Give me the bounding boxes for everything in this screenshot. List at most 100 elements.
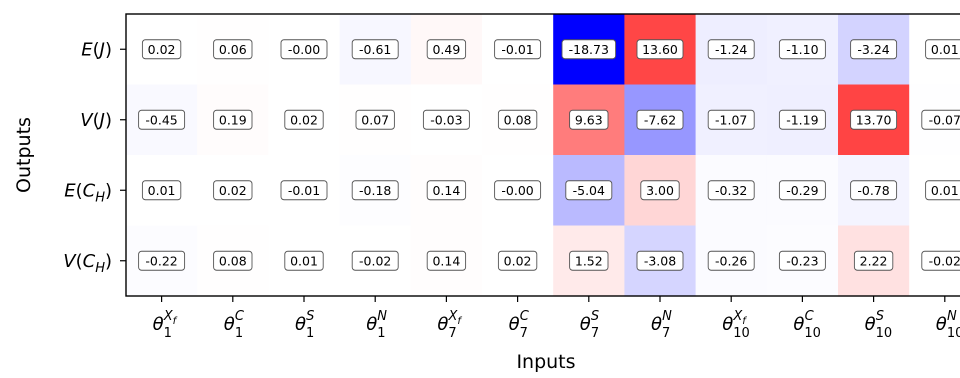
cell-label-box	[707, 180, 755, 201]
x-tick-label: θ1C	[224, 309, 245, 341]
axes: θ1Xf θ1C θ1S θ1N θ7Xf θ7C θ7S θ7N θ10Xf θ10C θ10S θ…	[63, 13, 960, 341]
cell-label-box	[778, 109, 826, 130]
cell-value-label: -0.01	[288, 183, 320, 198]
cell-label-box	[355, 109, 395, 130]
cell-label-box	[494, 180, 542, 201]
x-tick-label: θ7S	[580, 309, 599, 341]
cell-label-box	[213, 180, 253, 201]
cell-value-label: 0.08	[219, 253, 247, 268]
cell-label-box	[850, 39, 898, 60]
x-tick-label: θ10Xf	[722, 309, 750, 341]
cell-label-box	[569, 109, 609, 130]
cell-value-label: 0.02	[148, 42, 176, 57]
cell-label-box	[853, 250, 894, 271]
cell-label-box	[850, 180, 898, 201]
cell-label-box	[213, 109, 253, 130]
cell-label-box	[141, 180, 182, 201]
cell-value-label: -0.29	[786, 183, 818, 198]
cell-label-box	[351, 180, 399, 201]
x-tick-label: θ10C	[793, 309, 821, 341]
cell-value-label: 0.01	[931, 183, 959, 198]
cell-label-box	[284, 250, 324, 271]
cell-label-box	[636, 250, 684, 271]
cell-label-box	[707, 109, 755, 130]
cell-value-label: 1.52	[575, 253, 603, 268]
cell-value-label: 0.07	[361, 112, 389, 127]
x-tick-label: θ7Xf	[437, 309, 462, 341]
cell-label-box	[640, 180, 680, 201]
cell-value-label: 0.01	[148, 183, 176, 198]
x-tick-label: θ7N	[651, 309, 672, 341]
cell-label-box	[561, 39, 617, 60]
cell-label-box	[138, 109, 186, 130]
cell-value-label: -0.01	[501, 42, 533, 57]
cell-value-label: -3.24	[857, 42, 889, 57]
cell-label-box	[921, 109, 960, 130]
cell-label-box	[497, 109, 538, 130]
x-tick-label: θ7C	[509, 309, 530, 341]
y-tick-label: V(CH)	[63, 251, 112, 276]
cell-value-label: -0.22	[145, 253, 177, 268]
cell-labels: 0.02 0.06 -0.00 -0.61 0.49 -0.01 -18.73 13.60 -1…	[138, 39, 960, 271]
cell-label-box	[925, 180, 960, 201]
cell-label-box	[497, 250, 538, 271]
cell-value-label: 0.49	[432, 42, 460, 57]
cell-label-box	[707, 250, 755, 271]
cell-label-box	[778, 39, 826, 60]
cell-label-box	[921, 250, 960, 271]
cell-label-box	[280, 39, 328, 60]
x-tick-label: θ10N	[936, 309, 960, 341]
cell-value-label: 0.14	[432, 183, 460, 198]
cell-value-label: -0.45	[145, 112, 177, 127]
cell-label-box	[778, 250, 826, 271]
cell-value-label: -0.02	[359, 253, 391, 268]
cell-label-box	[351, 39, 399, 60]
cell-value-label: 0.08	[504, 112, 532, 127]
cell-value-label: 0.01	[931, 42, 959, 57]
cell-value-label: 2.22	[860, 253, 888, 268]
cell-value-label: 0.01	[290, 253, 318, 268]
cell-label-box	[707, 39, 755, 60]
cell-label-box	[636, 109, 684, 130]
cell-label-box	[141, 39, 182, 60]
cell-label-box	[284, 109, 324, 130]
cell-label-box	[213, 250, 253, 271]
cell-label-box	[565, 180, 613, 201]
x-tick-label: θ10S	[865, 309, 893, 341]
cell-label-box	[494, 39, 542, 60]
x-tick-label: θ1Xf	[153, 309, 178, 341]
cell-value-label: 3.00	[646, 183, 674, 198]
cell-value-label: -0.78	[857, 183, 889, 198]
cell-label-box	[422, 109, 470, 130]
cell-label-box	[138, 250, 186, 271]
cell-value-label: 9.63	[575, 112, 603, 127]
cell-value-label: -7.62	[644, 112, 676, 127]
x-tick-label: θ1S	[295, 309, 314, 341]
cell-value-label: -0.18	[359, 183, 391, 198]
cell-value-label: -18.73	[569, 42, 609, 57]
cell-label-box	[569, 250, 609, 271]
x-tick-label: θ1N	[366, 309, 387, 341]
cell-value-label: -0.32	[715, 183, 747, 198]
cell-value-label: 0.14	[432, 253, 460, 268]
cell-value-label: 0.02	[290, 112, 318, 127]
y-tick-label: E(J)	[81, 39, 112, 60]
cell-value-label: 0.19	[219, 112, 247, 127]
y-tick-label: E(CH)	[64, 180, 112, 205]
cell-label-box	[280, 180, 328, 201]
cell-value-label: -0.23	[786, 253, 818, 268]
cell-value-label: -0.00	[288, 42, 320, 57]
cell-value-label: -3.08	[644, 253, 676, 268]
cell-value-label: -0.61	[359, 42, 391, 57]
cell-value-label: -0.03	[430, 112, 462, 127]
cell-value-label: -0.07	[929, 112, 960, 127]
cell-value-label: -1.10	[786, 42, 818, 57]
cell-label-box	[426, 39, 467, 60]
cell-value-label: -1.07	[715, 112, 747, 127]
y-tick-label: V(J)	[80, 110, 112, 131]
cell-label-box	[925, 39, 960, 60]
cell-value-label: 0.02	[504, 253, 532, 268]
plot-frame	[125, 13, 960, 297]
